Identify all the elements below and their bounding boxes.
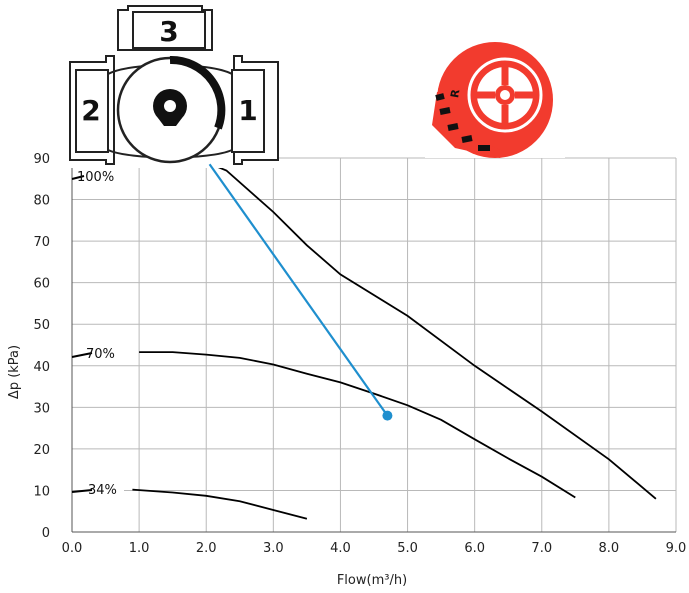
x-tick-label: 5.0 — [397, 541, 418, 556]
x-tick-label: 8.0 — [599, 541, 620, 556]
chart-axes: 0.0 1.0 2.0 3.0 4.0 5.0 6.0 7.0 8.0 9.0 0 10 20 30 40 5… — [33, 152, 686, 556]
curve-label-70pct: 70% — [86, 347, 115, 362]
actuator-letter: R — [448, 88, 462, 99]
x-axis-title: Flow(m³/h) — [337, 573, 407, 588]
curve-100pct — [205, 161, 657, 500]
chart-grid — [71, 157, 677, 533]
x-tick-label: 9.0 — [666, 541, 687, 556]
y-tick-label: 60 — [33, 277, 50, 292]
actuator-illustration: R — [425, 30, 565, 158]
y-tick-label: 30 — [33, 401, 50, 416]
chart-curves — [132, 161, 657, 520]
y-tick-label: 10 — [33, 484, 50, 499]
valve-port-2-label: 2 — [81, 94, 100, 127]
operating-point-marker — [382, 410, 393, 421]
x-tick-label: 0.0 — [62, 541, 83, 556]
y-tick-label: 50 — [33, 318, 50, 333]
curve-labels: 100% 70% 34% — [71, 168, 126, 498]
curve-label-leader — [71, 175, 85, 180]
y-tick-label: 80 — [33, 194, 50, 209]
y-tick-label: 20 — [33, 443, 50, 458]
curve-label-34pct: 34% — [88, 483, 117, 498]
curve-34pct — [132, 488, 308, 520]
curve-label-bg — [84, 481, 124, 497]
curve-label-leader — [71, 489, 93, 493]
valve-port-1-label: 1 — [238, 94, 257, 127]
y-tick-label: 90 — [33, 152, 50, 167]
operating-point-group — [208, 163, 393, 421]
x-tick-label: 6.0 — [464, 541, 485, 556]
valve-port-3-label: 3 — [159, 15, 178, 48]
curve-label-bg — [82, 345, 122, 361]
three-way-valve-illustration: 3 2 1 — [69, 0, 279, 168]
curve-label-100pct: 100% — [77, 170, 114, 185]
y-tick-label: 40 — [33, 360, 50, 375]
operating-line — [208, 163, 389, 417]
y-axis-title: Δp (kPa) — [7, 345, 22, 399]
y-tick-label: 0 — [42, 526, 50, 541]
x-tick-label: 3.0 — [263, 541, 284, 556]
x-tick-label: 1.0 — [129, 541, 150, 556]
x-tick-label: 2.0 — [196, 541, 217, 556]
x-tick-label: 4.0 — [330, 541, 351, 556]
curve-label-bg — [74, 168, 126, 184]
y-tick-label: 70 — [33, 235, 50, 250]
x-tick-label: 7.0 — [531, 541, 552, 556]
curve-label-leader — [71, 352, 93, 358]
curve-70pct — [139, 351, 576, 499]
